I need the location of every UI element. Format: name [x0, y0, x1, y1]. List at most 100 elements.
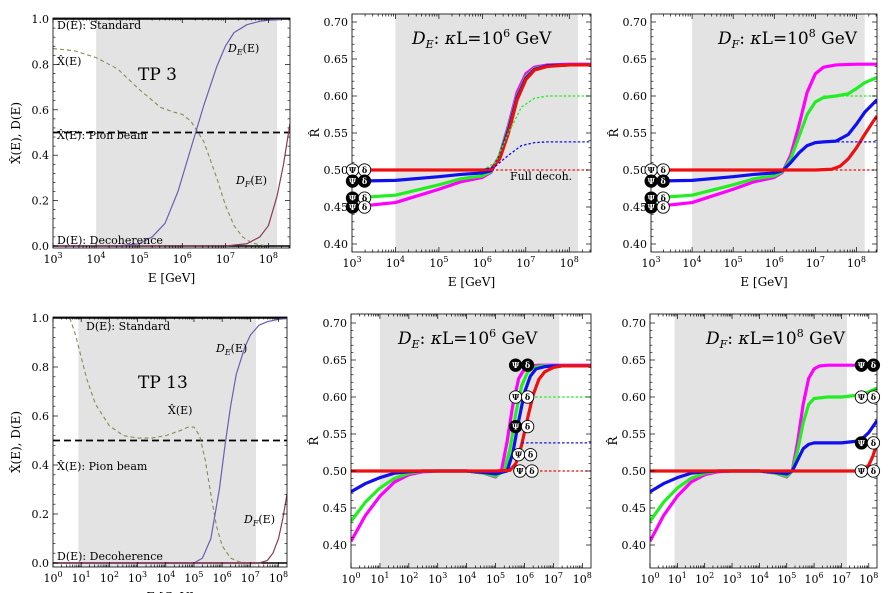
marker-circle — [866, 436, 881, 450]
y-tick-label: 0.60 — [323, 391, 348, 404]
annotation-de-curve: DE(E) — [215, 342, 247, 357]
y-tick-label: 0.8 — [32, 58, 50, 71]
marker-symbol: δ — [362, 202, 368, 212]
annotation-xhat: X̂(E) — [168, 404, 192, 417]
x-tick-label: 102 — [100, 570, 119, 585]
x-tick-label: 100 — [43, 570, 62, 585]
marker-symbol: δ — [871, 466, 877, 476]
y-axis-label: X̂(E), D(E) — [8, 411, 23, 473]
series-line — [651, 98, 877, 183]
y-tick-label: 0.40 — [622, 539, 647, 552]
x-tick-label: 105 — [724, 255, 743, 270]
x-tick-label: 101 — [370, 571, 389, 586]
shaded-region — [692, 14, 865, 252]
x-tick-label: 107 — [806, 255, 825, 270]
y-tick-label: 0.60 — [623, 90, 648, 103]
marker-symbol: Ψ — [512, 422, 520, 432]
marker-circle — [523, 448, 538, 462]
x-tick-label: 102 — [695, 571, 714, 586]
marker-symbol: δ — [660, 165, 666, 175]
series-line — [482, 95, 591, 171]
y-tick-label: 0.6 — [32, 104, 50, 117]
panel-p2: 103 104 105 106 107 108 0.40 0.45 0.50 0.55 0.60 0.… — [307, 13, 592, 289]
y-tick-label: 0.40 — [323, 539, 348, 552]
marker-circle — [357, 174, 372, 188]
y-tick-label: 0.65 — [623, 53, 648, 66]
series-line — [651, 115, 877, 172]
y-tick-label: 0.4 — [32, 459, 50, 472]
x-tick-label: 100 — [341, 571, 360, 586]
annotation-decoherence: D(E): Decoherence — [57, 234, 163, 247]
marker-symbol: δ — [362, 165, 368, 175]
marker-circle — [866, 390, 881, 404]
plot-frame — [52, 17, 291, 249]
marker-symbol: δ — [660, 176, 666, 186]
marker-symbol: δ — [525, 360, 531, 370]
x-tick-label: 104 — [683, 255, 702, 270]
marker-symbol: δ — [525, 422, 531, 432]
marker-symbol: Ψ — [512, 360, 520, 370]
annotation-pion-beam: X̂(E): Pion beam — [57, 129, 148, 142]
y-tick-label: 0.8 — [32, 361, 50, 374]
marker-symbol: Ψ — [512, 392, 520, 402]
marker-symbol: δ — [362, 176, 368, 186]
x-tick-label: 107 — [544, 571, 563, 586]
y-axis-label: R̂ — [605, 436, 620, 446]
x-tick-label: 103 — [342, 255, 361, 270]
y-tick-label: 0.4 — [32, 149, 50, 162]
x-tick-label: 106 — [765, 255, 784, 270]
panel-title-tp3: TP 3 — [138, 65, 177, 85]
x-axis-label: E [GeV] — [447, 591, 494, 593]
y-tick-label: 0.6 — [32, 410, 50, 423]
x-axis-label: E [GeV] — [740, 591, 787, 593]
marker-symbol: δ — [528, 450, 534, 460]
y-tick-label: 0.55 — [323, 428, 348, 441]
x-axis-label: E [GeV] — [740, 275, 787, 289]
y-tick-label: 0.65 — [323, 354, 348, 367]
marker-symbol: Ψ — [858, 466, 866, 476]
x-axis-label: E [GeV] — [148, 271, 195, 285]
y-tick-label: 0.40 — [623, 238, 648, 251]
shaded-region — [674, 314, 847, 568]
marker-circle — [656, 200, 670, 214]
annotation-standard: D(E): Standard — [57, 19, 141, 32]
x-tick-label: 104 — [457, 571, 476, 586]
panel-p4: 100 101 102 103 104 105 106 107 108 0.0 0.2 0.4 0.6 0… — [8, 312, 288, 593]
marker-symbol: δ — [525, 392, 531, 402]
x-tick-label: 100 — [640, 571, 659, 586]
x-tick-label: 108 — [573, 571, 592, 586]
marker-circle — [520, 390, 535, 404]
marker-symbol: δ — [362, 193, 368, 203]
marker-symbol: Ψ — [648, 176, 656, 186]
panel-p6: 100 101 102 103 104 105 106 107 108 0.40 0.45 0.50 0… — [605, 313, 881, 593]
marker-symbol: δ — [871, 360, 877, 370]
marker-circle — [656, 174, 670, 188]
x-tick-label: 107 — [216, 251, 235, 266]
y-tick-label: 0.45 — [622, 502, 647, 515]
y-axis-label: R̂ — [606, 128, 621, 138]
x-tick-label: 105 — [130, 251, 149, 266]
x-tick-label: 105 — [486, 571, 505, 586]
y-tick-label: 1.0 — [32, 312, 50, 325]
x-tick-label: 107 — [241, 570, 260, 585]
x-tick-label: 105 — [184, 570, 203, 585]
x-tick-label: 104 — [87, 251, 106, 266]
marker-symbol: Ψ — [648, 193, 656, 203]
x-tick-label: 101 — [668, 571, 687, 586]
marker-symbol: Ψ — [349, 176, 357, 186]
x-tick-label: 104 — [386, 255, 405, 270]
y-tick-label: 0.50 — [623, 164, 648, 177]
panel-title-de: DE: κL=106 GeV — [411, 27, 552, 51]
annotation-decoherence: D(E): Decoherence — [57, 550, 163, 563]
y-tick-label: 0.45 — [324, 201, 349, 214]
y-tick-label: 0.65 — [622, 354, 647, 367]
marker-symbol: Ψ — [858, 392, 866, 402]
